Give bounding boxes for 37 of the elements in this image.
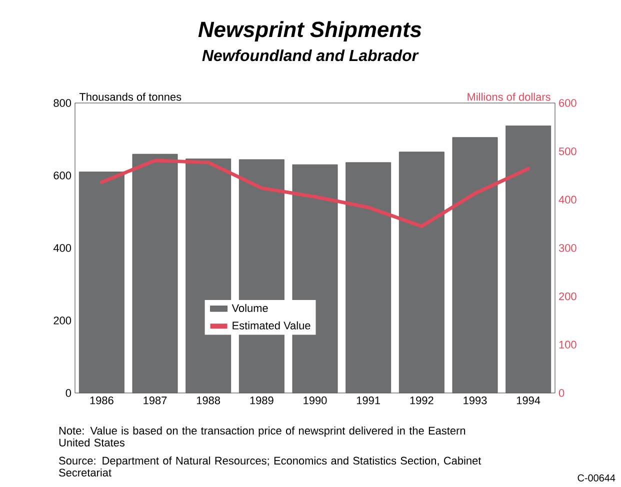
x-tick-label: 1992 <box>410 396 434 404</box>
y2-tick-label: 400 <box>558 196 576 204</box>
chart-title: Newsprint Shipments <box>198 21 422 42</box>
y-tick-label: 600 <box>54 172 72 180</box>
y-tick-label: 400 <box>53 244 72 252</box>
x-tick-label: 1991 <box>356 396 380 404</box>
y-axis-title: Thousands of tonnes <box>79 92 182 101</box>
line-series <box>100 158 530 228</box>
bar <box>398 152 444 394</box>
y2-tick-label: 500 <box>558 147 576 156</box>
legend-label: Volume <box>232 304 268 312</box>
y2-tick-label: 0 <box>558 389 564 397</box>
y2-tick-label: 100 <box>559 340 576 349</box>
x-tick-label: 1988 <box>196 396 220 404</box>
bar <box>346 162 392 394</box>
y-tick-label: 0 <box>66 389 72 397</box>
bar <box>132 154 178 394</box>
x-tick-label: 1989 <box>250 396 274 404</box>
y2-tick-label: 600 <box>559 99 576 107</box>
y-tick-label: 200 <box>54 316 72 324</box>
x-tick-label: 1986 <box>90 396 114 404</box>
x-tick-label: 1993 <box>464 396 487 404</box>
x-tick-label: 1987 <box>144 396 167 404</box>
text: Note: Value is based on the transaction price of newsprint delivered in the Eastern United States <box>59 426 466 447</box>
bar <box>78 172 124 394</box>
x-tick-label: 1990 <box>304 396 327 404</box>
chart-subtitle: Newfoundland and Labrador <box>202 49 419 62</box>
y-tick-label: 800 <box>54 99 72 107</box>
source-note: Source: Department of Natural Resources; Economics and Statistics Section, Cabinet Secretariat <box>59 456 482 477</box>
y2-axis-title: Millions of dollars <box>468 92 550 101</box>
bar <box>506 126 552 394</box>
text: C-00644 <box>578 474 616 482</box>
legend-label: Estimated Value <box>232 321 310 330</box>
x-tick-label: 1994 <box>516 396 540 404</box>
y2-tick-label: 300 <box>558 244 576 252</box>
bar <box>452 137 498 394</box>
y2-tick-label: 200 <box>559 292 576 300</box>
